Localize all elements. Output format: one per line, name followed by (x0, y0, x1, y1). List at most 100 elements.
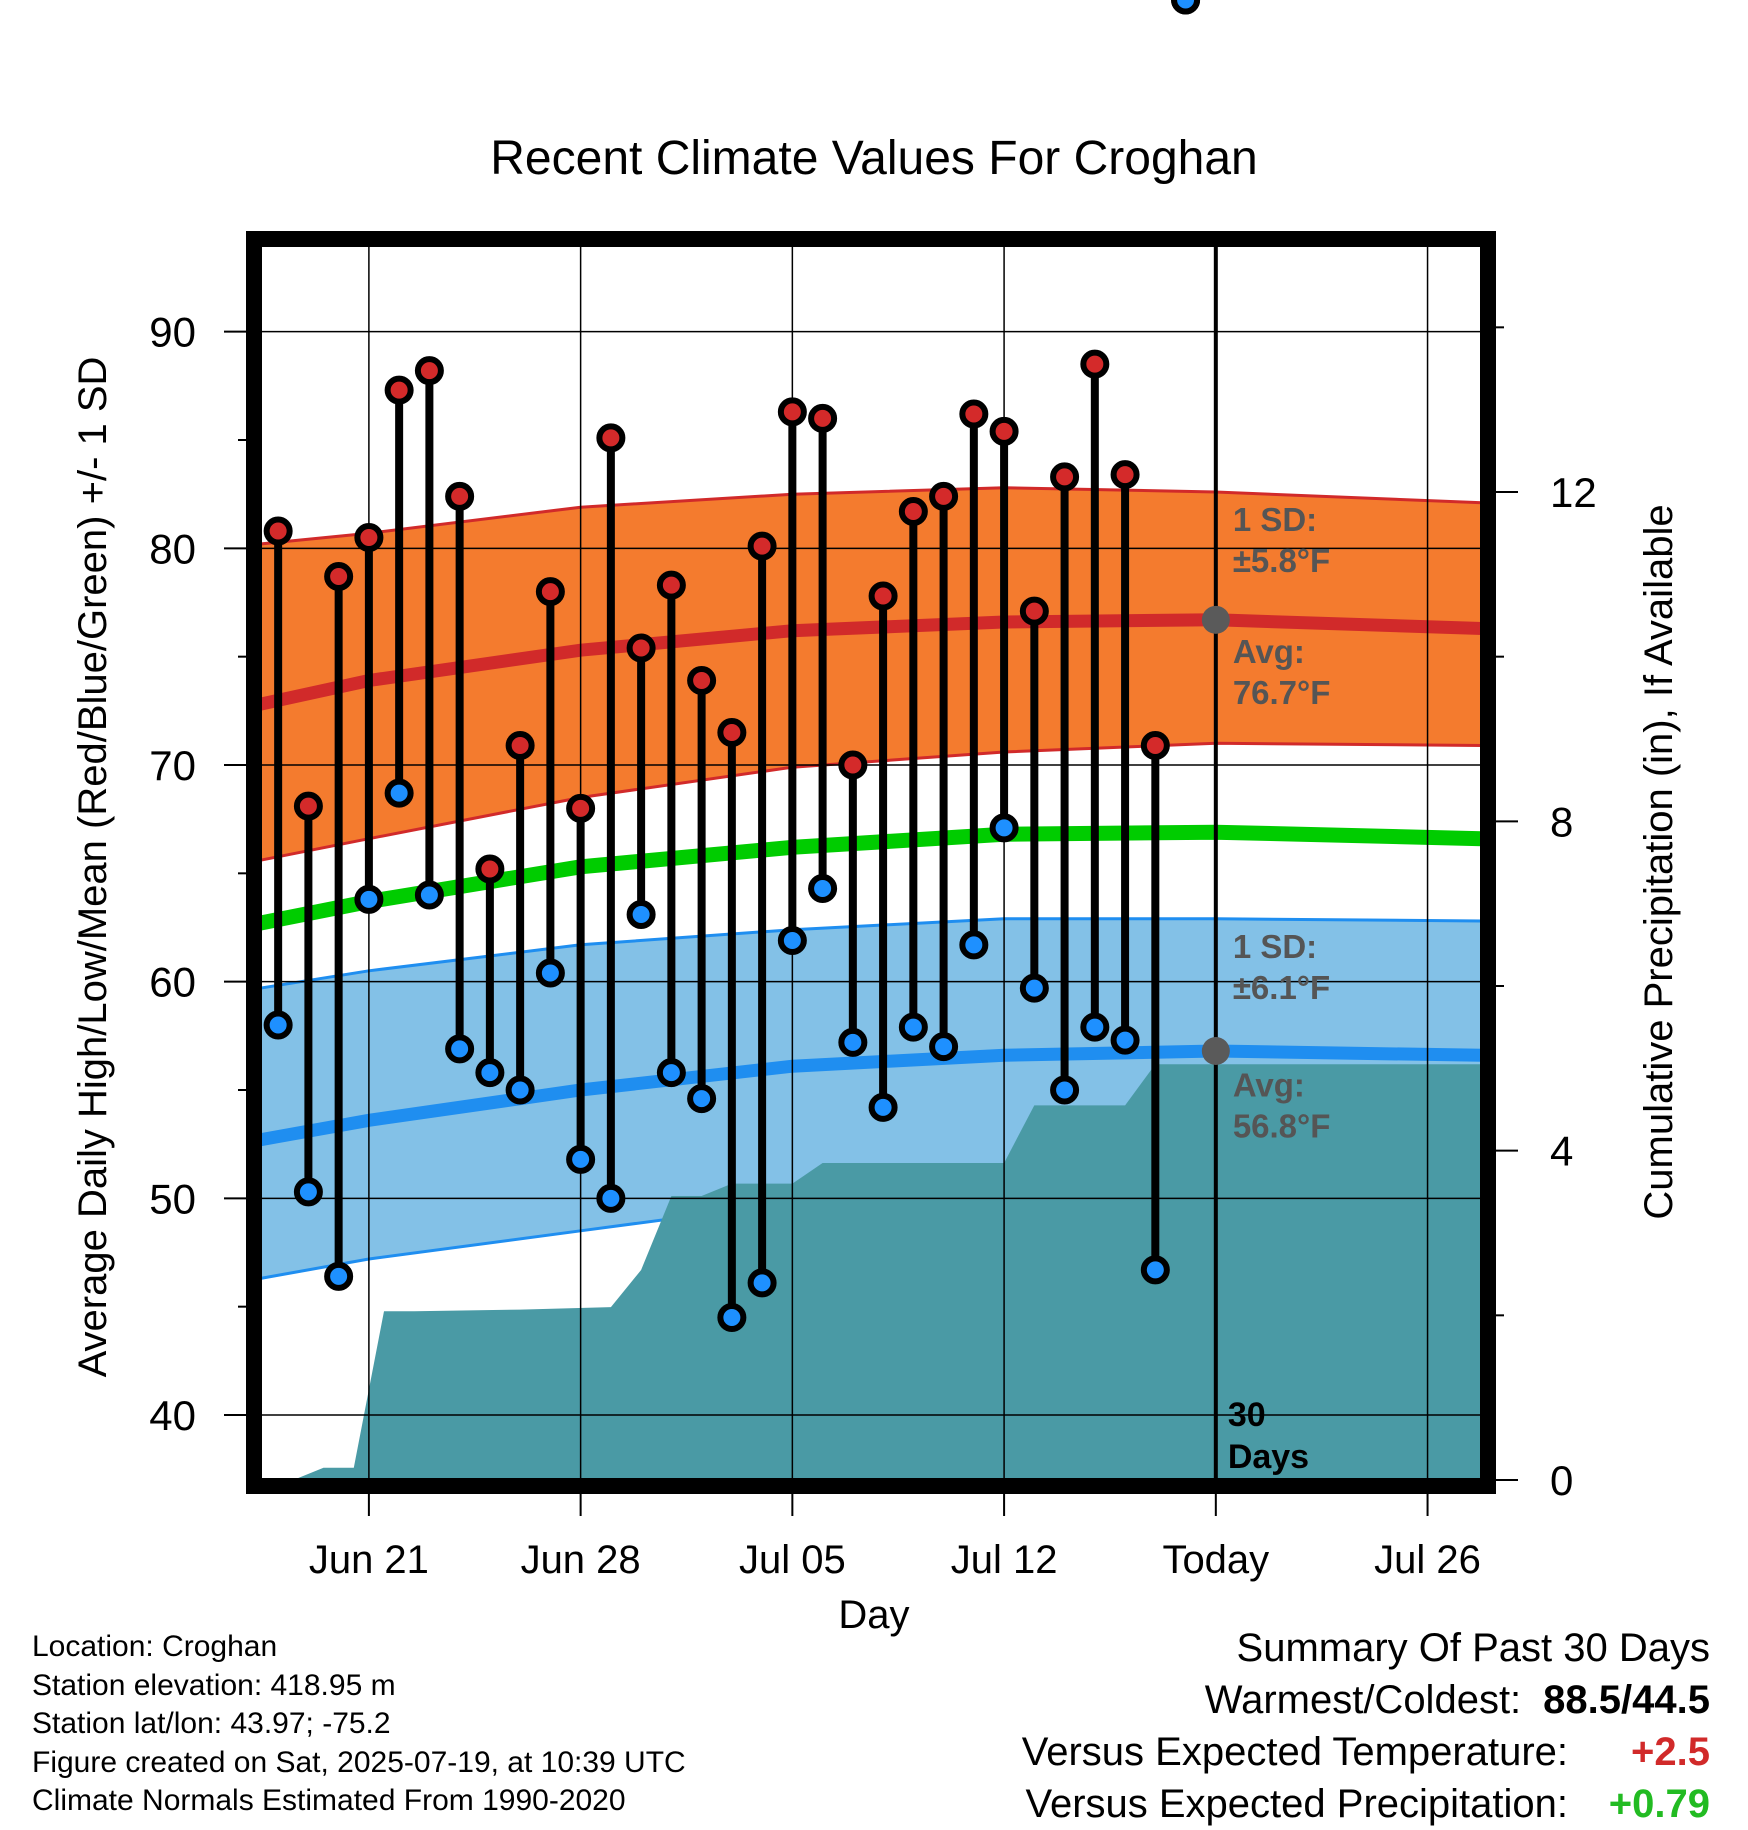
daily-high-point (868, 581, 898, 611)
daily-low-point (777, 926, 807, 955)
plot-frame (246, 231, 1496, 1494)
x-tick-label: Jun 28 (521, 1538, 641, 1582)
daily-high-point (535, 577, 565, 607)
daily-low-point (324, 1261, 354, 1291)
y-tick-label-right: 4 (1550, 1128, 1573, 1175)
daily-low-point (959, 930, 989, 960)
precip-anomaly-label: Versus Expected Precipitation: (1025, 1782, 1568, 1826)
daily-low-point (687, 1084, 717, 1114)
daily-low-point (1110, 1025, 1140, 1055)
daily-low-point (1140, 1255, 1170, 1285)
daily-high-point (293, 791, 323, 821)
annotation-line: ±6.1°F (1233, 969, 1330, 1006)
daily-high-point (384, 375, 414, 405)
daily-low-point (838, 1027, 868, 1057)
daily-high-point (687, 666, 717, 695)
daily-high-point (263, 516, 293, 546)
daily-high-point (1080, 349, 1110, 379)
y-tick-label-left: 70 (149, 742, 196, 789)
daily-high-point (596, 423, 626, 453)
daily-low-point (596, 1183, 626, 1213)
daily-low-point (626, 900, 656, 929)
daily-high-point (777, 397, 807, 427)
daily-high-point (414, 356, 444, 386)
daily-low-point (1080, 1012, 1110, 1042)
daily-high-point (1110, 460, 1140, 490)
x-tick-label: Jul 05 (739, 1538, 846, 1582)
daily-low-point (445, 1034, 475, 1064)
daily-low-point (535, 958, 565, 988)
annotation-line: 56.8°F (1233, 1108, 1331, 1145)
daily-high-point (838, 750, 868, 780)
daily-low-point (263, 1010, 293, 1040)
daily-low-point (505, 1075, 535, 1105)
x-tick-label: Jun 21 (309, 1538, 429, 1582)
annotation-line: ±5.8°F (1233, 542, 1330, 579)
high-sd-band (260, 487, 1482, 861)
daily-low-point (384, 778, 414, 808)
station-info: Location: Croghan Station elevation: 418… (32, 1628, 686, 1821)
daily-high-point (626, 633, 656, 663)
daily-high-point (929, 481, 959, 511)
annotation-line: 1 SD: (1233, 501, 1317, 538)
daily-high-point (354, 523, 384, 552)
annotation-line: 1 SD: (1233, 928, 1317, 965)
daily-high-point (717, 718, 747, 747)
daily-high-point (475, 854, 505, 884)
warmest-value: 88.5/44.5 (1543, 1678, 1710, 1722)
location-text: Location: Croghan (32, 1630, 278, 1663)
low-sd-band (260, 918, 1482, 1279)
daily-low-point (808, 874, 838, 903)
y-tick-label-left: 60 (149, 959, 196, 1006)
daily-low-point (898, 1012, 928, 1042)
today-label-line: Days (1228, 1438, 1309, 1476)
temp-anomaly-label: Versus Expected Temperature: (1021, 1730, 1568, 1774)
daily-low-point (717, 1303, 747, 1332)
annotation-line: Avg: (1233, 1067, 1305, 1104)
normals-text: Climate Normals Estimated From 1990-2020 (32, 1784, 626, 1817)
daily-high-point (989, 416, 1019, 446)
daily-low-point (414, 880, 444, 910)
summary-temp-row: Versus Expected Temperature: +2.5 (1022, 1726, 1710, 1778)
y-tick-label-left: 40 (149, 1392, 196, 1439)
daily-low-point (868, 1092, 898, 1122)
summary-panel: Summary Of Past 30 Days Warmest/Coldest:… (1022, 1622, 1710, 1830)
plot-area: 1 SD: ±5.8°F Avg: 76.7°F 1 SD: ±6.1°F Avg: 56.8… (149, 0, 1597, 1582)
precip-anomaly-value: +0.79 (1608, 1782, 1710, 1826)
daily-high-point (505, 731, 535, 760)
daily-low-point (354, 884, 384, 914)
x-axis-label: Day (838, 1593, 909, 1637)
daily-high-point (898, 497, 928, 526)
x-tick-label: Jul 12 (951, 1538, 1058, 1582)
y-tick-label-left: 90 (149, 309, 196, 356)
y-tick-label-right: 8 (1550, 798, 1573, 845)
daily-high-point (324, 562, 354, 591)
daily-low-point (475, 1058, 505, 1088)
daily-low-point (656, 1058, 686, 1088)
today-label-line: 30 (1228, 1396, 1266, 1434)
latlon-text: Station lat/lon: 43.97; -75.2 (32, 1707, 391, 1740)
daily-high-point (1050, 462, 1080, 492)
chart-title: Recent Climate Values For Croghan (490, 132, 1257, 185)
y-tick-label-right: 12 (1550, 469, 1597, 516)
daily-low-point (1019, 973, 1049, 1003)
x-tick-label: Today (1162, 1538, 1269, 1582)
annotation-low_sd: 1 SD: ±6.1°F (1233, 928, 1330, 1006)
daily-high-point (959, 399, 989, 429)
low_avg-marker (1201, 1037, 1230, 1065)
warmest-label: Warmest/Coldest: (1204, 1678, 1522, 1722)
daily-high-point (1019, 596, 1049, 626)
high_avg-marker (1201, 605, 1230, 634)
daily-low-point (1050, 1075, 1080, 1105)
daily-high-point (1140, 731, 1170, 760)
annotation-low_avg: Avg: 56.8°F (1233, 1067, 1331, 1145)
summary-title: Summary Of Past 30 Days (1236, 1626, 1710, 1670)
daily-high-point (808, 403, 838, 433)
daily-high-point (566, 793, 596, 823)
x-tick-label: Jul 26 (1374, 1538, 1481, 1582)
daily-low-point (747, 1268, 777, 1298)
daily-low-point (293, 1177, 323, 1207)
y-tick-label-right: 0 (1550, 1457, 1573, 1504)
daily-high-point (747, 531, 777, 561)
y-tick-label-left: 80 (149, 525, 196, 572)
